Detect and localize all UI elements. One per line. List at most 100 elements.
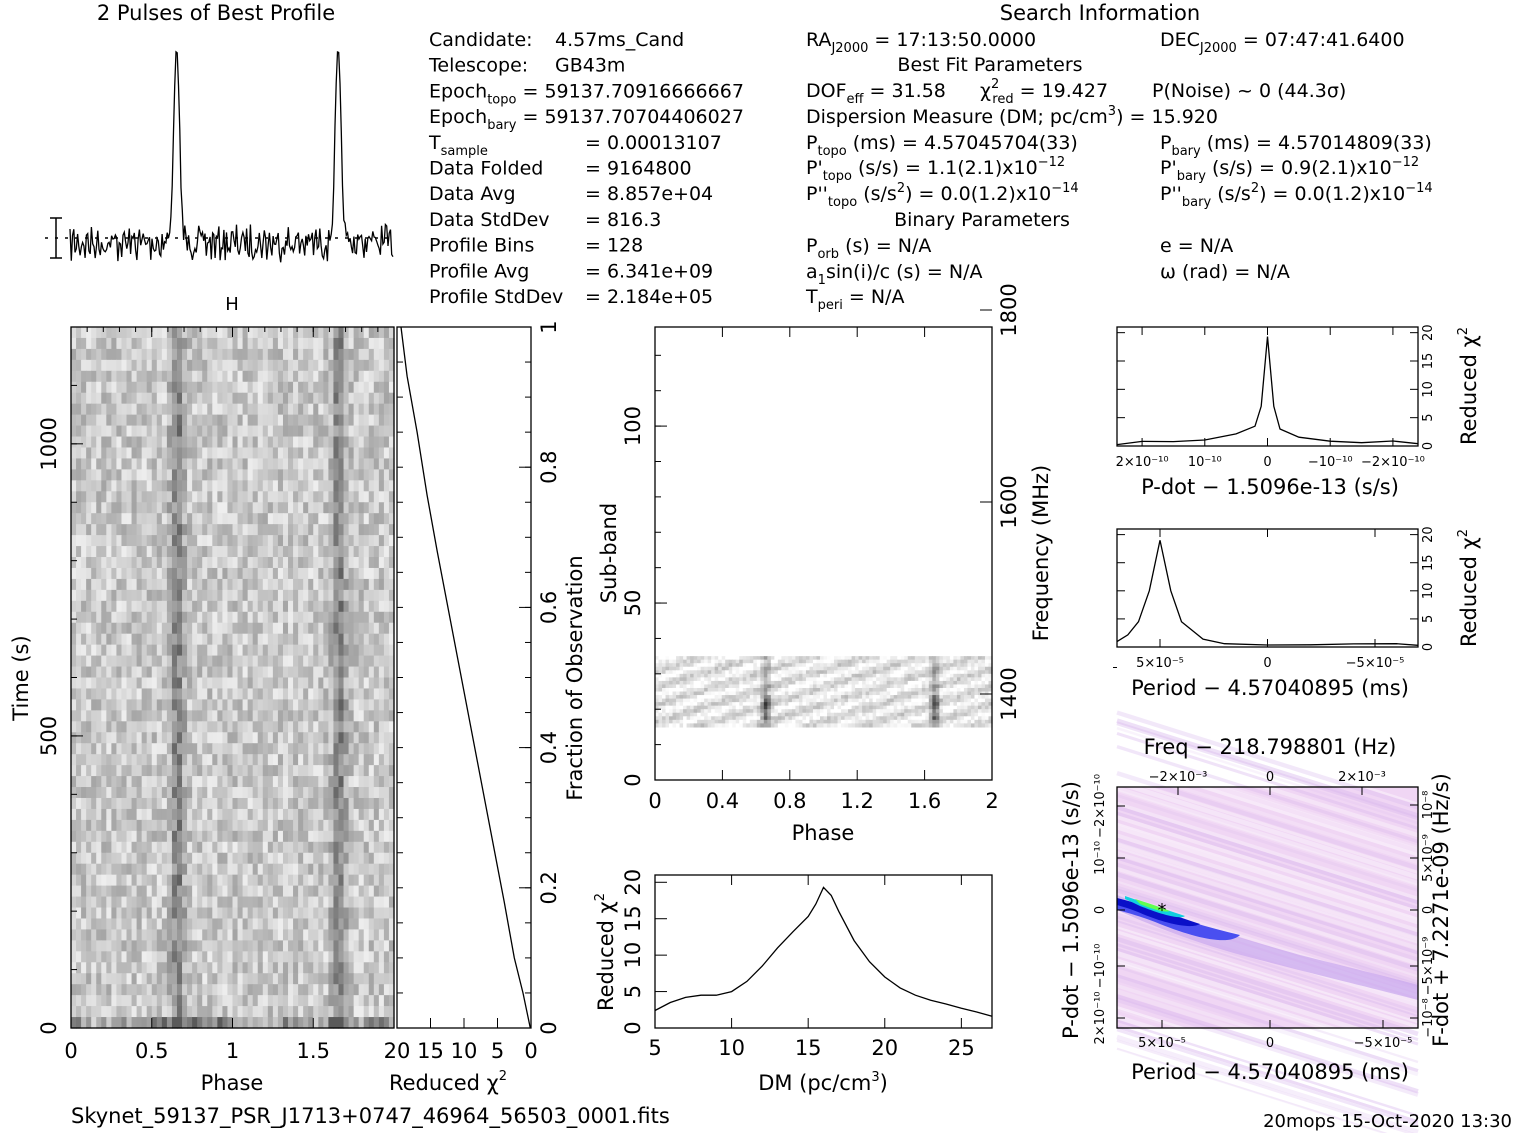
subband-cell (791, 680, 797, 686)
time-phase-cell (217, 984, 224, 996)
subband-cell (855, 663, 860, 668)
subband-cell (655, 677, 660, 682)
time-phase-cell (298, 502, 304, 514)
time-phase-cell (318, 776, 324, 788)
time-phase-cell (247, 327, 254, 339)
subband-cell (900, 670, 905, 675)
time-phase-cell (111, 896, 118, 909)
time-phase-cell (86, 381, 92, 394)
subband-cell (742, 673, 747, 678)
time-phase-cell (313, 578, 319, 591)
time-phase-cell (308, 754, 314, 766)
time-phase-cell (146, 896, 153, 909)
time-phase-cell (182, 633, 188, 646)
time-phase-cell (313, 666, 319, 679)
time-phase-ytick-label: 0 (37, 1021, 61, 1034)
subband-cell (988, 663, 993, 668)
time-phase-cell (373, 359, 380, 372)
time-phase-cell (146, 458, 153, 470)
time-phase-cell (328, 546, 335, 558)
time-phase-cell (151, 885, 158, 898)
time-phase-cell (378, 896, 385, 909)
time-phase-cell (303, 403, 309, 416)
time-phase-cell (156, 403, 163, 416)
time-phase-cell (141, 677, 148, 690)
time-phase-cell (328, 633, 335, 646)
time-phase-cell (288, 973, 294, 985)
time-phase-cell (151, 469, 158, 481)
subband-cell (949, 670, 954, 675)
time-phase-cell (131, 797, 138, 810)
time-phase-cell (348, 973, 355, 985)
time-phase-cell (308, 819, 314, 832)
time-phase-cell (126, 951, 133, 963)
time-phase-cell (207, 414, 213, 427)
time-phase-cell (338, 381, 345, 394)
time-phase-cell (71, 578, 77, 591)
time-phase-cell (282, 929, 289, 941)
time-phase-cell (282, 622, 289, 635)
time-phase-cell (353, 841, 360, 854)
time-phase-cell (353, 425, 360, 438)
time-phase-cell (318, 808, 324, 821)
time-phase-cell (182, 918, 188, 931)
time-phase-cell (328, 699, 335, 711)
time-phase-cell (257, 995, 264, 1007)
time-phase-cell (151, 458, 158, 470)
time-phase-cell (182, 524, 188, 536)
time-phase-cell (171, 491, 178, 503)
time-phase-cell (267, 436, 274, 449)
time-phase-cell (363, 644, 370, 657)
subband-cell (925, 670, 930, 675)
subband-cell (697, 666, 702, 671)
time-phase-cell (192, 327, 198, 339)
time-phase-cell (227, 874, 234, 887)
time-phase-cell (136, 929, 143, 941)
time-phase-cell (106, 469, 112, 481)
time-phase-cell (237, 611, 244, 624)
time-phase-cell (282, 458, 289, 470)
time-phase-cell (141, 403, 148, 416)
time-phase-cell (378, 929, 385, 941)
time-phase-cell (212, 425, 218, 438)
time-phase-cell (388, 951, 395, 963)
time-phase-cell (212, 491, 218, 503)
subband-cell (749, 666, 754, 671)
time-phase-cell (91, 535, 97, 547)
time-phase-cell (348, 808, 355, 821)
time-phase-cell (277, 984, 284, 996)
time-phase-cell (151, 600, 158, 613)
time-phase-cell (358, 513, 365, 525)
time-phase-cell (121, 348, 128, 361)
subband-cell (735, 659, 740, 664)
time-phase-cell (227, 896, 234, 909)
time-phase-cell (368, 1006, 375, 1018)
time-phase-cell (262, 611, 269, 624)
time-phase-cell (368, 677, 375, 690)
time-phase-cell (328, 370, 335, 383)
time-phase-cell (91, 359, 97, 372)
time-phase-cell (378, 578, 385, 591)
time-phase-cell (91, 918, 97, 931)
time-phase-cell (272, 381, 279, 394)
time-phase-cell (378, 754, 385, 766)
time-phase-cell (131, 425, 138, 438)
time-phase-cell (136, 327, 143, 339)
time-phase-cell (121, 436, 128, 449)
time-phase-cell (161, 732, 168, 744)
subband-cell (714, 673, 719, 678)
time-phase-cell (222, 567, 229, 580)
time-phase-cell (171, 622, 178, 635)
subband-cell (862, 666, 867, 671)
time-phase-cell (318, 578, 324, 591)
time-phase-cell (298, 995, 304, 1007)
time-phase-cell (383, 578, 390, 591)
time-phase-cell (96, 337, 102, 350)
time-phase-cell (313, 546, 319, 558)
time-phase-cell (338, 710, 345, 722)
time-phase-cell (293, 885, 299, 898)
time-phase-cell (237, 973, 244, 985)
time-phase-cell (146, 1006, 153, 1018)
time-phase-cell (378, 458, 385, 470)
time-phase-cell (348, 513, 355, 525)
